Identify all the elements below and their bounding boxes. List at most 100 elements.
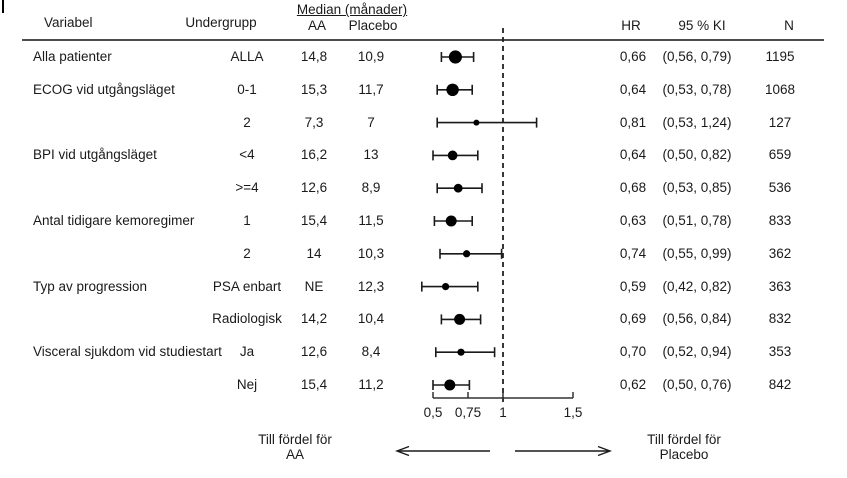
cell-hr: 0,62 (619, 377, 647, 392)
cell-ci: (0,53, 0,85) (662, 180, 732, 196)
hr-point-marker (453, 183, 463, 193)
cell-median-aa: 14,2 (300, 311, 328, 327)
cell-variable: BPI vid utgångsläget (33, 147, 157, 163)
cell-ci: (0,56, 0,79) (662, 49, 732, 64)
cell-hr: 0,69 (619, 311, 647, 327)
cell-hr: 0,64 (619, 147, 647, 163)
column-header-n: N (784, 18, 794, 33)
cell-variable: Antal tidigare kemoregimer (33, 213, 195, 228)
cell-median-aa: 12,6 (300, 180, 328, 196)
cell-variable: Alla patienter (33, 49, 112, 64)
cell-n: 833 (768, 213, 792, 228)
cell-median-placebo: 8,4 (361, 344, 381, 360)
cell-median-aa: NE (304, 278, 324, 294)
cell-median-placebo: 12,3 (357, 278, 385, 294)
column-header-variabel: Variabel (44, 15, 93, 30)
cell-hr: 0,64 (619, 81, 647, 97)
cell-median-aa: 14 (306, 245, 322, 261)
cell-n: 363 (768, 278, 792, 294)
cell-median-placebo: 13 (363, 147, 379, 163)
cell-subgroup: Nej (236, 377, 258, 392)
favor-aa-arrowhead (395, 445, 410, 457)
cell-variable: ECOG vid utgångsläget (33, 81, 175, 97)
cell-subgroup: ALLA (230, 49, 264, 64)
column-header-median-placebo: Placebo (348, 18, 398, 33)
hr-point-marker (447, 150, 458, 161)
cell-median-placebo: 10,9 (357, 49, 385, 64)
hr-point-marker (444, 379, 456, 391)
cell-subgroup: >=4 (235, 180, 259, 196)
hr-point-marker (457, 348, 465, 356)
cell-hr: 0,66 (619, 49, 647, 64)
column-header-ki: 95 % KI (678, 18, 726, 33)
cell-median-aa: 16,2 (300, 147, 328, 163)
cell-ci: (0,50, 0,76) (662, 377, 732, 392)
cell-subgroup: 2 (243, 114, 251, 130)
cell-subgroup: 1 (243, 213, 251, 228)
axis-tick-label: 0,5 (423, 405, 443, 420)
cell-ci: (0,53, 1,24) (662, 114, 732, 130)
cell-subgroup: 2 (243, 245, 251, 261)
scan-edge-artifact (2, 0, 4, 13)
cell-median-placebo: 11,2 (358, 377, 384, 392)
cell-n: 842 (768, 377, 792, 392)
cell-ci: (0,42, 0,82) (662, 278, 732, 294)
cell-n: 1068 (764, 81, 796, 97)
favor-placebo-label-line1: Till fördel för (647, 432, 721, 447)
cell-median-aa: 12,6 (300, 344, 328, 360)
cell-n: 1195 (765, 49, 795, 64)
axis-tick-label: 1,5 (563, 405, 583, 420)
axis-tick-label: 1 (499, 405, 507, 420)
cell-hr: 0,63 (619, 213, 647, 228)
cell-ci: (0,52, 0,94) (662, 344, 732, 360)
cell-n: 832 (768, 311, 792, 327)
cell-median-aa: 15,4 (300, 213, 328, 228)
hr-point-marker (445, 215, 457, 227)
column-header-median-title: Median (månader) (296, 2, 408, 17)
cell-median-aa: 15,3 (300, 81, 328, 97)
favor-placebo-arrowhead (597, 445, 612, 457)
hr-point-marker (446, 83, 459, 97)
cell-median-placebo: 11,5 (358, 213, 384, 228)
cell-hr: 0,74 (619, 245, 647, 261)
hr-point-marker (441, 282, 450, 291)
cell-ci: (0,56, 0,84) (662, 311, 732, 327)
cell-ci: (0,50, 0,82) (662, 147, 732, 163)
hr-point-marker (448, 50, 462, 64)
favor-placebo-label-line2: Placebo (659, 447, 709, 462)
favor-aa-label-line2: AA (285, 447, 304, 462)
cell-n: 353 (768, 344, 792, 360)
cell-ci: (0,51, 0,78) (662, 213, 732, 228)
favor-aa-label: Till fördel för AA (258, 432, 332, 462)
cell-subgroup: <4 (239, 147, 255, 163)
cell-median-placebo: 7 (367, 114, 375, 130)
cell-ci: (0,53, 0,78) (662, 81, 732, 97)
cell-hr: 0,81 (619, 114, 647, 130)
cell-n: 127 (768, 114, 792, 130)
hr-point-marker (454, 313, 466, 325)
cell-median-placebo: 10,3 (357, 245, 385, 261)
cell-subgroup: PSA enbart (212, 278, 282, 294)
cell-n: 659 (768, 147, 792, 163)
column-header-hr: HR (621, 18, 641, 33)
cell-n: 362 (768, 245, 792, 261)
axis-tick-label: 0,75 (454, 405, 482, 420)
header-divider-rule (22, 39, 824, 41)
favor-aa-label-line1: Till fördel för (258, 432, 332, 447)
column-header-median-aa: AA (307, 18, 327, 33)
cell-subgroup: Radiologisk (212, 311, 282, 327)
cell-variable: Visceral sjukdom vid studiestart (33, 344, 222, 360)
cell-n: 536 (768, 180, 792, 196)
hr-point-marker (462, 250, 471, 258)
cell-median-placebo: 11,7 (358, 81, 384, 97)
cell-hr: 0,70 (619, 344, 647, 360)
hr-point-marker (473, 119, 480, 126)
cell-subgroup: Ja (239, 344, 255, 360)
favor-placebo-label: Till fördel för Placebo (647, 432, 721, 462)
cell-median-aa: 15,4 (300, 377, 328, 392)
cell-ci: (0,55, 0,99) (662, 245, 732, 261)
cell-subgroup: 0-1 (237, 81, 257, 97)
cell-median-aa: 7,3 (304, 114, 324, 130)
